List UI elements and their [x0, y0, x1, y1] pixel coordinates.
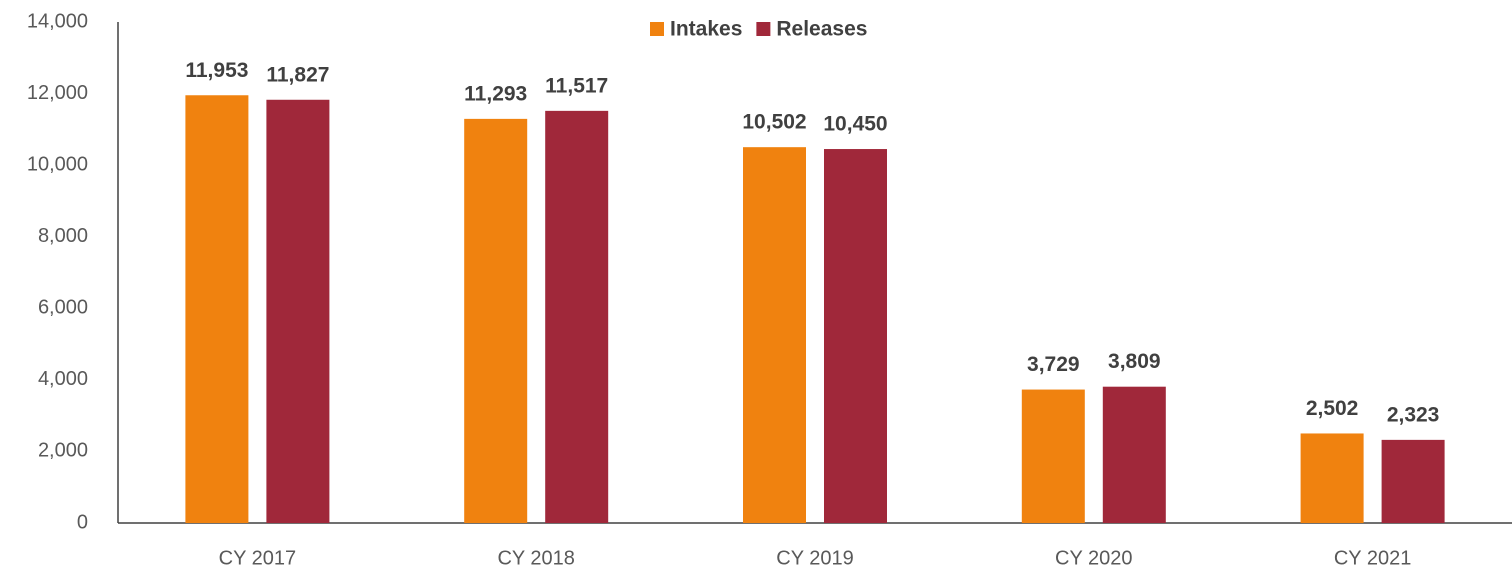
data-label: 11,293 — [464, 82, 527, 105]
data-label: 11,517 — [545, 74, 608, 97]
data-label: 11,953 — [185, 59, 248, 82]
x-tick-label: CY 2017 — [219, 547, 296, 569]
bar — [1102, 386, 1166, 523]
data-label: 2,323 — [1387, 403, 1440, 426]
bar — [185, 95, 249, 523]
x-tick-label: CY 2020 — [1055, 547, 1132, 569]
data-label: 2,502 — [1306, 397, 1359, 420]
data-label: 10,502 — [742, 111, 806, 134]
bar — [1300, 433, 1364, 523]
y-tick-label: 0 — [77, 511, 88, 533]
legend-swatch — [650, 22, 664, 36]
legend-label: Intakes — [670, 18, 742, 41]
y-tick-label: 2,000 — [38, 440, 88, 462]
bar — [1381, 439, 1445, 523]
y-tick-label: 10,000 — [27, 153, 88, 175]
bar — [545, 110, 609, 523]
bar — [1021, 389, 1085, 523]
y-tick-label: 12,000 — [27, 82, 88, 104]
data-label: 3,809 — [1108, 350, 1161, 373]
data-label: 10,450 — [823, 113, 887, 136]
bar — [266, 99, 330, 523]
x-tick-label: CY 2019 — [776, 547, 853, 569]
y-tick-label: 4,000 — [38, 368, 88, 390]
data-label: 11,827 — [266, 63, 329, 86]
y-tick-label: 8,000 — [38, 225, 88, 247]
data-label: 3,729 — [1027, 353, 1080, 376]
y-tick-label: 6,000 — [38, 297, 88, 319]
bar — [464, 118, 528, 524]
x-tick-label: CY 2018 — [497, 547, 574, 569]
legend-label: Releases — [776, 18, 867, 41]
y-tick-label: 14,000 — [27, 10, 88, 32]
legend-swatch — [756, 22, 771, 36]
x-tick-label: CY 2021 — [1334, 547, 1411, 569]
bar — [824, 149, 887, 523]
bar — [743, 147, 806, 524]
